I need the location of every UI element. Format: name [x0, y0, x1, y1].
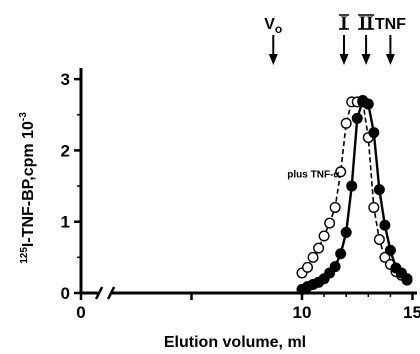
- elution-marker: II: [358, 13, 375, 65]
- data-point: [373, 234, 385, 246]
- series-annotation: plus TNF-α: [287, 169, 340, 180]
- y-axis-title: 125I-TNF-BP,cpm 10-3: [18, 112, 37, 264]
- arrow-head: [361, 54, 371, 65]
- series-control: [296, 94, 413, 295]
- elution-marker-label: TNF: [375, 16, 406, 33]
- axis-break-mark: [106, 286, 116, 300]
- axes: 0 10 15 0 1 2 3: [61, 68, 420, 322]
- data-point: [340, 226, 352, 238]
- y-tick-label: 3: [61, 70, 70, 89]
- arrow-head: [339, 54, 349, 65]
- data-point: [362, 98, 374, 110]
- axis-break-mark: [94, 286, 104, 300]
- y-tick-label: 0: [61, 284, 70, 303]
- data-point: [351, 112, 363, 124]
- data-point: [346, 180, 358, 192]
- elution-marker-label: Vo: [264, 16, 282, 36]
- elution-marker-label: I: [340, 13, 347, 34]
- data-point: [401, 273, 413, 285]
- x-axis-title: Elution volume, ml: [164, 334, 306, 351]
- data-point: [368, 127, 380, 139]
- elution-marker: TNF: [375, 16, 406, 65]
- data-point: [302, 261, 314, 273]
- arrow-head: [268, 54, 278, 65]
- y-axis-title-exponent: -3: [18, 112, 29, 121]
- data-point: [379, 251, 391, 263]
- y-axis-title-superscript: 125: [19, 247, 30, 264]
- data-point: [318, 230, 330, 242]
- chart-text: Elution volume, ml 125I-TNF-BP,cpm 10-3 …: [18, 112, 340, 351]
- x-tick-label: 10: [293, 303, 312, 322]
- data-point: [307, 251, 319, 263]
- data-point: [384, 244, 396, 256]
- data-point: [335, 248, 347, 260]
- data-point: [368, 201, 380, 213]
- y-axis-title-main: I-TNF-BP,cpm 10: [20, 121, 37, 247]
- series-plus-tnf: [296, 96, 413, 286]
- data-point: [335, 166, 347, 178]
- y-tick-label: 2: [61, 141, 70, 160]
- data-point: [340, 117, 352, 129]
- y-tick-label: 1: [61, 213, 70, 232]
- data-point: [324, 217, 336, 229]
- elution-markers: VoIIITNFIII: [264, 13, 406, 65]
- x-tick-label: 15: [403, 303, 420, 322]
- data-point: [329, 201, 341, 213]
- elution-marker: I: [338, 13, 349, 65]
- data-point: [329, 261, 341, 273]
- data-point: [379, 219, 391, 231]
- elution-marker-label: II: [359, 13, 374, 34]
- data-point: [313, 242, 325, 254]
- arrow-head: [385, 54, 395, 65]
- x-tick-label: 0: [76, 303, 85, 322]
- data-series: [296, 94, 413, 295]
- elution-marker: Vo: [264, 16, 282, 65]
- data-point: [373, 184, 385, 196]
